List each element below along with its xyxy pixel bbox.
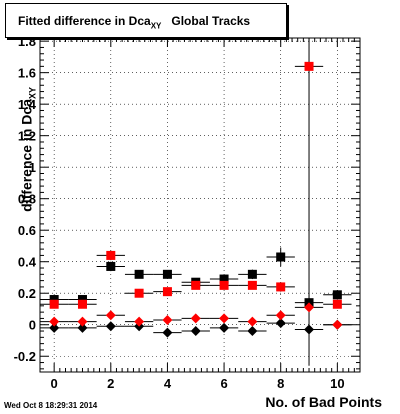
series-1-point-6 xyxy=(219,280,229,290)
series-1-point-0 xyxy=(49,299,59,309)
chart-title: Fitted difference in DcaXY Global Tracks xyxy=(18,14,250,30)
series-0-point-10 xyxy=(332,290,342,300)
series-3-point-0 xyxy=(49,316,60,327)
x-tick-label-0: 0 xyxy=(51,376,58,391)
y-tick-label-9: 1.6 xyxy=(18,66,36,81)
series-3-point-3 xyxy=(134,316,145,327)
x-tick-label-4: 8 xyxy=(277,376,284,391)
series-0-point-0 xyxy=(49,295,59,305)
x-tick-label-3: 6 xyxy=(220,376,227,391)
series-3-point-7 xyxy=(247,316,258,327)
series-2-point-5 xyxy=(190,326,201,337)
title-box: Fitted difference in DcaXY Global Tracks xyxy=(5,3,287,38)
series-2-point-1 xyxy=(77,322,88,333)
series-0-point-8 xyxy=(276,252,286,262)
series-2-point-8 xyxy=(275,318,286,329)
y-tick-label-4: 0.6 xyxy=(18,223,36,238)
series-1-point-4 xyxy=(162,287,172,297)
y-tick-label-8: 1.4 xyxy=(18,97,37,112)
series-3-point-6 xyxy=(219,313,230,324)
title-suffix: Global Tracks xyxy=(171,14,251,28)
x-tick-label-1: 2 xyxy=(107,376,114,391)
series-1-point-10 xyxy=(332,299,342,309)
series-1-point-1 xyxy=(77,299,87,309)
series-0-point-7 xyxy=(247,269,257,279)
series-1-point-9 xyxy=(304,61,314,71)
title-subscript: XY xyxy=(150,21,162,31)
x-tick-label-5: 10 xyxy=(330,376,344,391)
series-2-point-7 xyxy=(247,326,258,337)
series-3-point-9 xyxy=(304,302,315,313)
x-axis-label: No. of Bad Points xyxy=(265,394,382,410)
x-tick-label-2: 4 xyxy=(164,376,172,391)
series-0-point-4 xyxy=(162,269,172,279)
series-2-point-0 xyxy=(49,322,60,333)
y-tick-label-7: 1.2 xyxy=(18,129,36,144)
title-main: Fitted difference in Dca xyxy=(18,14,151,28)
series-1-point-3 xyxy=(134,288,144,298)
series-2-point-4 xyxy=(162,327,173,338)
y-tick-label-10: 1.8 xyxy=(18,34,36,49)
y-tick-label-2: 0.2 xyxy=(18,286,36,301)
series-1-point-8 xyxy=(276,282,286,292)
y-tick-label-1: 0 xyxy=(29,318,36,333)
series-3-point-8 xyxy=(275,310,286,321)
series-1-point-5 xyxy=(191,280,201,290)
series-2-point-9 xyxy=(304,324,315,335)
series-0-point-2 xyxy=(106,261,116,271)
y-tick-label-6: 1 xyxy=(29,160,36,175)
series-1-point-7 xyxy=(247,280,257,290)
series-0-point-1 xyxy=(77,295,87,305)
series-0-point-6 xyxy=(219,274,229,284)
y-tick-label-0: -0.2 xyxy=(14,349,36,364)
series-2-point-2 xyxy=(105,321,116,332)
series-2-point-6 xyxy=(219,322,230,333)
series-1-point-2 xyxy=(106,250,116,260)
series-3-point-2 xyxy=(105,310,116,321)
y-tick-label-5: 0.8 xyxy=(18,192,36,207)
y-tick-label-3: 0.4 xyxy=(18,255,37,270)
series-3-point-10 xyxy=(332,319,343,330)
series-3-point-4 xyxy=(162,315,173,326)
timestamp: Wed Oct 8 18:29:31 2014 xyxy=(4,401,98,410)
series-3-point-1 xyxy=(77,316,88,327)
series-3-point-5 xyxy=(190,313,201,324)
series-0-point-3 xyxy=(134,269,144,279)
